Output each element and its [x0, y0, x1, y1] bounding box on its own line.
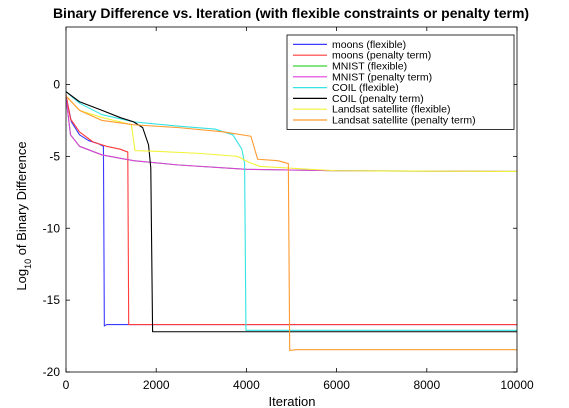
y-axis-label: Log10 of Binary Difference — [14, 141, 33, 290]
y-tick-label-4: -20 — [43, 365, 61, 379]
legend-label-3: MNIST (penalty term) — [332, 71, 432, 83]
series-layer — [66, 91, 517, 351]
y-tick-label-3: -15 — [43, 293, 61, 307]
legend-label-6: Landsat satellite (flexible) — [332, 104, 450, 116]
axes-layer: 0 2000 4000 6000 8000 10000 0 -5 -10 -15 -20 — [43, 26, 534, 392]
chart-title: Binary Difference vs. Iteration (with fl… — [53, 5, 529, 21]
legend-label-5: COIL (penalty term) — [332, 93, 424, 105]
legend-label-1: moons (penalty term) — [332, 50, 431, 62]
x-tick-label-2: 4000 — [233, 378, 260, 392]
y-axis-label-prefix: Log — [14, 269, 29, 291]
legend-label-0: moons (flexible) — [332, 39, 406, 51]
x-axis-label: Iteration — [269, 394, 316, 408]
y-tick-label-0: 0 — [53, 78, 60, 92]
x-tick-label-5: 10000 — [500, 378, 534, 392]
x-tick-label-3: 6000 — [323, 378, 350, 392]
series-line-3 — [66, 96, 517, 173]
y-tick-label-2: -10 — [43, 221, 61, 235]
legend-label-2: MNIST (flexible) — [332, 61, 407, 73]
x-tick-label-0: 0 — [63, 378, 70, 392]
series-line-5 — [66, 91, 517, 333]
legend-label-4: COIL (flexible) — [332, 82, 399, 94]
x-tick-label-4: 8000 — [413, 378, 440, 392]
y-axis-label-subscript: 10 — [23, 259, 33, 269]
plot-frame — [65, 26, 518, 373]
legend: moons (flexible)moons (penalty term)MNIS… — [286, 34, 515, 130]
series-line-6 — [66, 95, 517, 173]
y-axis-label-suffix: of Binary Difference — [14, 141, 29, 259]
series-line-7 — [66, 95, 517, 351]
legend-label-7: Landsat satellite (penalty term) — [332, 115, 476, 127]
series-line-1 — [66, 94, 517, 326]
x-tick-label-1: 2000 — [143, 378, 170, 392]
legend-box — [286, 34, 515, 130]
y-tick-label-1: -5 — [49, 149, 60, 163]
